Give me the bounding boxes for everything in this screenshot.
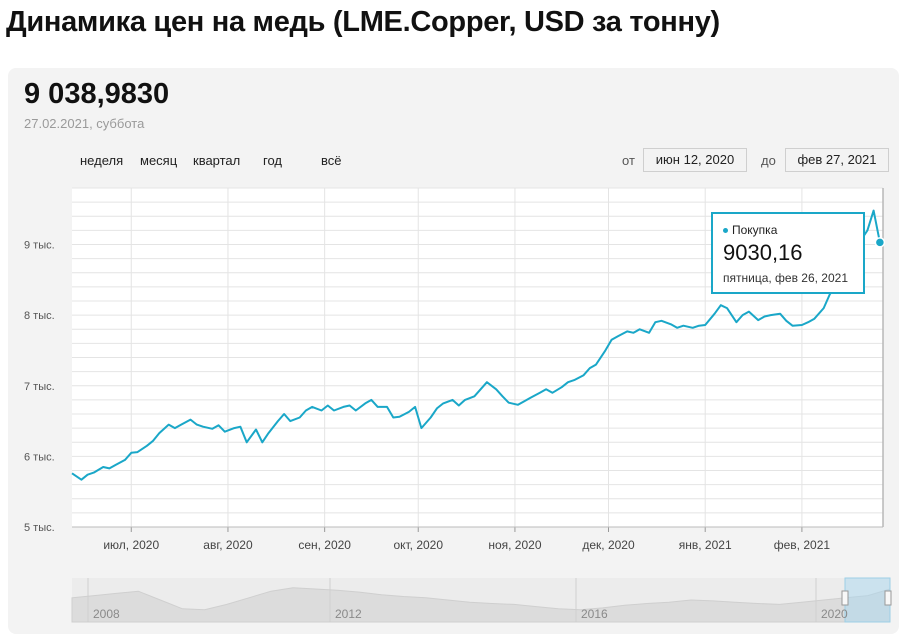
tooltip-value: 9030,16 <box>723 240 803 265</box>
navigator-year-label: 2012 <box>335 607 362 621</box>
series-line-copper <box>71 209 881 481</box>
hover-point <box>874 237 886 248</box>
navigator-handle[interactable] <box>841 590 849 606</box>
y-tick-label: 8 тыс. <box>24 310 55 322</box>
chart-axes: 5 тыс. 6 тыс. 7 тыс. 8 тыс. 9 тыс. июл, 2020 а… <box>24 188 884 552</box>
range-to-label: до <box>761 153 776 168</box>
y-tick-label: 6 тыс. <box>24 451 55 463</box>
x-tick-label: авг, 2020 <box>203 538 253 552</box>
tooltip-series-name: Покупка <box>732 223 778 237</box>
navigator-selection[interactable] <box>844 577 891 623</box>
period-tab-all[interactable]: всё <box>321 153 342 168</box>
y-tick-label: 7 тыс. <box>24 381 55 393</box>
tooltip-series-dot-icon <box>723 228 728 234</box>
y-tick-label: 9 тыс. <box>24 240 55 252</box>
period-tab-week[interactable]: неделя <box>80 153 124 168</box>
period-tab-year[interactable]: год <box>263 153 282 168</box>
navigator-overview <box>71 587 891 623</box>
period-tab-month[interactable]: месяц <box>140 153 178 168</box>
navigator-year-label: 2020 <box>821 607 848 621</box>
page-title: Динамика цен на медь (LME.Copper, USD за… <box>6 6 720 38</box>
range-from-label: от <box>622 153 635 168</box>
chart-series <box>71 209 886 481</box>
navigator-handle[interactable] <box>884 590 892 606</box>
tooltip-date: пятница, фев 26, 2021 <box>723 271 849 285</box>
x-tick-label: окт, 2020 <box>393 538 443 552</box>
range-to-input[interactable]: фев 27, 2021 <box>785 148 889 172</box>
period-tab-quarter[interactable]: квартал <box>193 153 241 168</box>
x-tick-label: июл, 2020 <box>103 538 159 552</box>
price-date: 27.02.2021, суббота <box>24 116 145 131</box>
navigator-year-label: 2016 <box>581 607 608 621</box>
x-tick-label: ноя, 2020 <box>488 538 541 552</box>
x-tick-label: янв, 2021 <box>679 538 732 552</box>
y-tick-label: 5 тыс. <box>24 522 55 534</box>
x-tick-label: фев, 2021 <box>774 538 831 552</box>
tooltip-series: Покупка <box>723 223 777 237</box>
range-from-input[interactable]: июн 12, 2020 <box>643 148 747 172</box>
x-tick-label: сен, 2020 <box>298 538 351 552</box>
range-navigator[interactable]: 2008 2012 2016 2020 <box>71 577 892 623</box>
x-tick-label: дек, 2020 <box>582 538 635 552</box>
navigator-year-label: 2008 <box>93 607 120 621</box>
current-price: 9 038,9830 <box>24 78 170 110</box>
hover-tooltip: Покупка 9030,16 пятница, фев 26, 2021 <box>711 212 865 294</box>
